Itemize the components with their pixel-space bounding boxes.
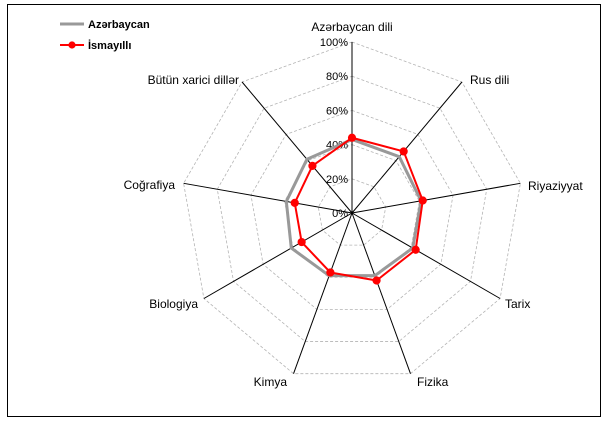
- category-label-cografiya: Coğrafiya: [124, 178, 176, 192]
- point-ismay-ll-butun-xarici-dill-r: [308, 161, 317, 170]
- grid-ring-5: [183, 41, 521, 375]
- legend-label-az-rbaycan: Azərbaycan: [88, 19, 150, 31]
- axis-spoke-tarix: [351, 212, 501, 299]
- point-ismay-ll-biologiya: [297, 237, 306, 247]
- category-label-fizika: Fizika: [417, 375, 449, 389]
- category-label-butun-xarici-dill-r: Bütün xarici dillər: [148, 73, 239, 87]
- tick-label-4: 80%: [326, 71, 348, 83]
- axis-spoke-biologiya: [203, 212, 353, 299]
- point-ismay-ll-fizika: [372, 276, 381, 285]
- tick-label-3: 60%: [326, 105, 348, 117]
- category-label-kimya: Kimya: [254, 375, 288, 389]
- chart-frame: [7, 4, 601, 417]
- category-label-biologiya: Biologiya: [149, 297, 198, 311]
- category-label-rus-dili: Rus dili: [470, 73, 509, 87]
- tick-label-0: 0%: [332, 208, 348, 220]
- category-label-tarix: Tarix: [505, 297, 530, 311]
- grid-ring-4: [216, 75, 488, 342]
- category-label-az-rbaycan-dili: Azərbaycan dili: [311, 20, 392, 34]
- chart-series: [284, 133, 427, 285]
- chart-legend: Azərbaycan İsmayıllı: [60, 19, 150, 52]
- point-ismay-ll-riyaziyyat: [418, 196, 427, 205]
- legend-label-ismay-ll: İsmayıllı: [88, 39, 131, 52]
- point-ismay-ll-kimya: [326, 268, 335, 277]
- category-labels: Azərbaycan dili Rus dili Riyaziyyat Tarix Fi…: [124, 20, 584, 389]
- axis-spoke-rus-dili: [351, 81, 463, 214]
- axis-spoke-butun-xarici-dill-r: [241, 81, 353, 214]
- axis-spoke-riyaziyyat: [351, 182, 521, 214]
- tick-label-5: 100%: [320, 37, 348, 49]
- axis-spoke-fizika: [351, 212, 411, 374]
- grid-ring-1: [317, 178, 387, 246]
- point-ismay-ll-az-rbaycan-dili: [347, 133, 357, 142]
- axis-spoke-kimya: [293, 212, 353, 374]
- series-line-ismay-ll: [293, 136, 424, 282]
- tick-label-1: 20%: [326, 174, 348, 186]
- series-ismay-ll: [290, 133, 427, 285]
- legend-marker-ismay-ll: [68, 41, 76, 49]
- point-ismay-ll-rus-dili: [399, 147, 408, 156]
- series-line-az-rbaycan: [284, 137, 423, 278]
- grid-ring-3: [250, 109, 454, 310]
- point-ismay-ll-tarix: [411, 245, 420, 254]
- point-ismay-ll-cografiya: [290, 198, 299, 208]
- axis-spoke-cografiya: [183, 182, 353, 214]
- category-label-riyaziyyat: Riyaziyyat: [528, 179, 583, 193]
- series-az-rbaycan: [284, 137, 423, 278]
- chart-axes: [183, 42, 521, 374]
- tick-labels: 0%20%40%60%80%100%: [320, 37, 348, 220]
